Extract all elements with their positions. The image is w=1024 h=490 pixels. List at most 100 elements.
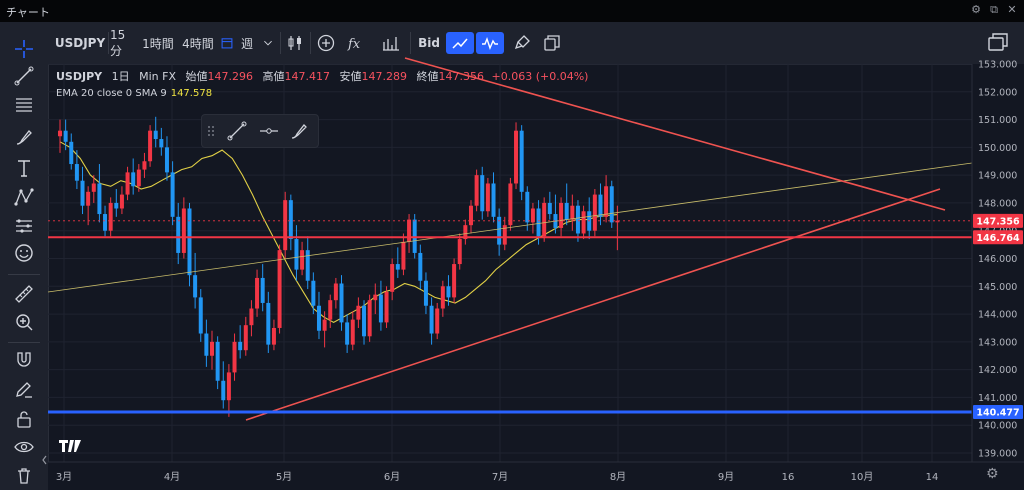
paint-brush-icon[interactable]: [510, 32, 534, 54]
candle-body: [221, 380, 226, 401]
candle-body: [243, 325, 248, 351]
candle-body: [176, 216, 181, 253]
candle-body: [435, 308, 440, 334]
candle-body: [480, 175, 485, 212]
interval-1h-button[interactable]: 1時間: [142, 36, 174, 51]
candle-body: [615, 220, 620, 223]
trend-line-icon[interactable]: [9, 61, 39, 91]
collapse-toolbar-icon[interactable]: [40, 450, 48, 470]
pattern-icon[interactable]: [9, 182, 39, 212]
price-tag-bg: [973, 213, 1023, 228]
top-toolbar: USDJPY 15分 1時間 4時間 週 fx Bid: [48, 22, 1024, 65]
candle-body: [384, 291, 389, 323]
gear-icon[interactable]: ⚙: [971, 3, 981, 16]
ruler-icon[interactable]: [9, 279, 39, 309]
candle-body: [249, 308, 254, 326]
svg-text:fx: fx: [347, 37, 361, 52]
candle-body: [587, 211, 592, 231]
candle-body: [153, 130, 158, 140]
long-trendline: [47, 162, 973, 293]
floating-drawing-toolbar: [201, 114, 319, 148]
toolbar-separator: [8, 342, 40, 343]
price-tick-label: 146.000: [978, 254, 1017, 265]
candle-body: [311, 280, 316, 306]
candle-body: [277, 250, 282, 328]
trend-line-icon[interactable]: [226, 120, 248, 142]
candle-body: [474, 175, 479, 206]
period-button[interactable]: 週: [240, 36, 253, 51]
candle-body: [407, 219, 412, 242]
pencil-lock-icon[interactable]: [9, 374, 39, 404]
candle-body: [300, 250, 305, 270]
candle-body: [164, 147, 169, 173]
layout-switch-area: [972, 22, 1024, 64]
drag-handle-icon[interactable]: [206, 120, 216, 142]
candle-body: [142, 161, 147, 170]
candle-body: [198, 297, 203, 334]
eye-icon[interactable]: [9, 432, 39, 462]
price-tag-label: 146.764: [976, 233, 1020, 244]
fib-retracement-icon[interactable]: [9, 90, 39, 120]
candle-body: [468, 205, 473, 226]
price-tick-label: 150.000: [978, 143, 1017, 154]
candlestick-type-icon[interactable]: [284, 32, 306, 54]
candle-body: [609, 186, 614, 223]
candle-body: [91, 183, 96, 192]
layout-icon[interactable]: [540, 32, 564, 54]
oscillator-active-icon[interactable]: [476, 32, 504, 54]
close-icon[interactable]: ✕: [1007, 3, 1017, 16]
calendar-icon[interactable]: [220, 32, 234, 54]
magnet-icon[interactable]: [9, 345, 39, 375]
indicator-legend: EMA 20 close 0 SMA 9 147.578: [56, 88, 212, 99]
lock-icon[interactable]: [9, 404, 39, 434]
candle-body: [604, 186, 609, 217]
price-tick-label: 141.000: [978, 393, 1017, 404]
text-icon[interactable]: [9, 153, 39, 183]
price-tick-label: 144.000: [978, 310, 1017, 321]
interval-15m-button[interactable]: 15分: [110, 27, 126, 58]
price-tag-bg: [973, 230, 1023, 245]
candle-body: [339, 283, 344, 323]
price-tick-label: 149.000: [978, 171, 1017, 182]
line-tool-active-icon[interactable]: [446, 32, 474, 54]
horizontal-ray-icon[interactable]: [258, 120, 280, 142]
time-tick-label: 3月: [56, 471, 72, 483]
prediction-tool-icon[interactable]: [9, 211, 39, 241]
candle-body: [575, 205, 580, 234]
crosshair-icon[interactable]: [9, 34, 39, 64]
candle-body: [446, 286, 451, 298]
chevron-down-icon[interactable]: [261, 32, 275, 54]
indicators-fx-icon[interactable]: fx: [344, 32, 366, 54]
candle-body: [333, 283, 338, 301]
candle-body: [514, 130, 519, 184]
time-tick-label: 14: [926, 472, 939, 483]
candle-body: [362, 305, 367, 337]
candle-body: [497, 216, 502, 245]
bid-button[interactable]: Bid: [418, 36, 440, 50]
popout-icon[interactable]: ⧉: [990, 3, 998, 16]
price-axis: [972, 64, 1024, 462]
candle-body: [559, 202, 564, 228]
templates-icon[interactable]: [380, 32, 402, 54]
candle-body: [598, 194, 603, 217]
time-tick-label: 16: [782, 472, 795, 483]
add-compare-icon[interactable]: [314, 32, 338, 54]
candle-body: [103, 214, 108, 231]
brush-icon[interactable]: [9, 122, 39, 152]
emoji-icon[interactable]: [9, 238, 39, 268]
candle-body: [429, 305, 434, 334]
candle-body: [564, 202, 569, 220]
multi-layout-icon[interactable]: [986, 30, 1010, 54]
candle-body: [553, 214, 558, 228]
symbol-search-button[interactable]: USDJPY: [54, 36, 106, 50]
toolbar-separator: [280, 32, 281, 54]
candle-body: [356, 305, 361, 320]
brush-icon[interactable]: [288, 120, 310, 142]
candle-body: [390, 264, 395, 292]
toolbar-separator: [310, 32, 311, 54]
trash-icon[interactable]: [9, 460, 39, 490]
chart-settings-gear-icon[interactable]: ⚙: [986, 466, 999, 482]
interval-4h-button[interactable]: 4時間: [182, 36, 214, 51]
zoom-in-icon[interactable]: [9, 307, 39, 337]
legend-low-value: 147.289: [361, 70, 408, 83]
